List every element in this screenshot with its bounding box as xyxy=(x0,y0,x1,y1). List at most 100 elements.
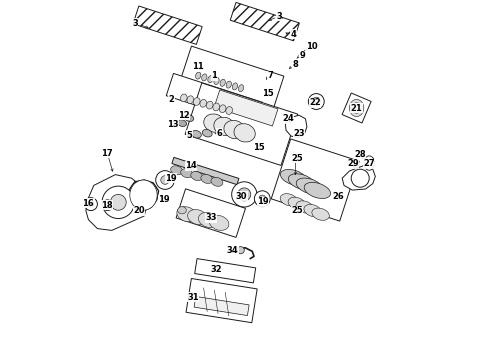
Polygon shape xyxy=(342,166,375,190)
Polygon shape xyxy=(133,6,202,44)
Polygon shape xyxy=(186,279,257,323)
Ellipse shape xyxy=(349,99,364,117)
Text: 14: 14 xyxy=(185,161,197,170)
Polygon shape xyxy=(194,296,249,316)
Ellipse shape xyxy=(280,170,307,185)
Circle shape xyxy=(308,94,324,109)
Circle shape xyxy=(242,192,247,197)
Polygon shape xyxy=(285,115,307,138)
Circle shape xyxy=(102,186,134,219)
Text: 19: 19 xyxy=(166,174,177,183)
Ellipse shape xyxy=(220,79,225,86)
Circle shape xyxy=(161,176,170,184)
Text: 8: 8 xyxy=(293,60,298,69)
Ellipse shape xyxy=(214,117,235,136)
Ellipse shape xyxy=(177,207,196,222)
Circle shape xyxy=(110,194,126,210)
Ellipse shape xyxy=(187,96,194,104)
Text: 32: 32 xyxy=(210,266,222,274)
Polygon shape xyxy=(214,90,278,126)
Ellipse shape xyxy=(177,120,187,126)
Circle shape xyxy=(238,188,251,201)
Ellipse shape xyxy=(188,210,207,225)
Ellipse shape xyxy=(304,183,331,198)
Text: 23: 23 xyxy=(293,129,305,138)
Ellipse shape xyxy=(296,201,314,213)
Text: 4: 4 xyxy=(291,30,296,39)
Ellipse shape xyxy=(312,208,329,220)
Text: 22: 22 xyxy=(309,98,321,107)
Text: 26: 26 xyxy=(333,192,344,201)
Ellipse shape xyxy=(214,77,219,85)
Text: 28: 28 xyxy=(354,150,366,159)
Ellipse shape xyxy=(280,194,297,206)
Circle shape xyxy=(88,201,94,207)
Polygon shape xyxy=(185,83,298,166)
Ellipse shape xyxy=(288,197,306,210)
Polygon shape xyxy=(86,175,148,230)
Ellipse shape xyxy=(178,207,186,214)
Circle shape xyxy=(312,97,320,106)
Ellipse shape xyxy=(180,94,187,102)
Ellipse shape xyxy=(206,101,213,109)
Ellipse shape xyxy=(226,81,231,88)
Ellipse shape xyxy=(194,98,200,105)
Ellipse shape xyxy=(352,103,361,113)
Circle shape xyxy=(84,198,98,211)
Text: 33: 33 xyxy=(205,213,217,222)
Text: 1: 1 xyxy=(212,71,218,80)
Polygon shape xyxy=(342,93,371,123)
Polygon shape xyxy=(181,46,284,109)
Ellipse shape xyxy=(224,120,245,139)
Text: 17: 17 xyxy=(100,149,112,158)
Text: 13: 13 xyxy=(167,120,179,129)
Text: 25: 25 xyxy=(292,154,303,163)
Text: 16: 16 xyxy=(82,199,94,208)
Circle shape xyxy=(102,200,113,211)
Ellipse shape xyxy=(204,114,225,132)
Polygon shape xyxy=(230,3,299,41)
Ellipse shape xyxy=(202,130,212,137)
Text: 3: 3 xyxy=(132,19,138,28)
Ellipse shape xyxy=(213,103,220,111)
Circle shape xyxy=(351,169,369,187)
Ellipse shape xyxy=(304,204,321,217)
Text: 34: 34 xyxy=(226,246,238,255)
Ellipse shape xyxy=(198,212,218,228)
Text: 7: 7 xyxy=(268,71,273,80)
Ellipse shape xyxy=(130,180,157,210)
Text: 5: 5 xyxy=(186,130,192,139)
Ellipse shape xyxy=(208,76,213,83)
Text: 11: 11 xyxy=(192,62,204,71)
Text: 3: 3 xyxy=(276,12,282,21)
Text: 9: 9 xyxy=(300,51,305,60)
Text: 18: 18 xyxy=(100,201,112,210)
Circle shape xyxy=(156,171,174,189)
Text: 10: 10 xyxy=(306,42,318,51)
Text: 21: 21 xyxy=(351,104,363,112)
Text: 20: 20 xyxy=(133,206,145,215)
Ellipse shape xyxy=(191,171,203,181)
Text: 19: 19 xyxy=(158,195,170,204)
Text: 2: 2 xyxy=(168,94,174,104)
Text: 15: 15 xyxy=(253,143,265,152)
Ellipse shape xyxy=(288,174,315,190)
Text: 19: 19 xyxy=(257,197,269,206)
Circle shape xyxy=(259,195,266,202)
Ellipse shape xyxy=(239,85,244,92)
Ellipse shape xyxy=(226,107,232,114)
Ellipse shape xyxy=(171,166,183,175)
Text: 29: 29 xyxy=(347,159,359,168)
Ellipse shape xyxy=(220,105,226,113)
Ellipse shape xyxy=(296,178,322,194)
Polygon shape xyxy=(195,258,256,283)
Ellipse shape xyxy=(232,83,238,90)
Ellipse shape xyxy=(202,74,207,81)
Ellipse shape xyxy=(192,131,201,138)
Circle shape xyxy=(232,182,257,207)
Ellipse shape xyxy=(201,174,213,184)
Text: 6: 6 xyxy=(217,129,223,138)
Circle shape xyxy=(237,247,245,254)
Polygon shape xyxy=(176,189,245,237)
Ellipse shape xyxy=(196,72,201,79)
